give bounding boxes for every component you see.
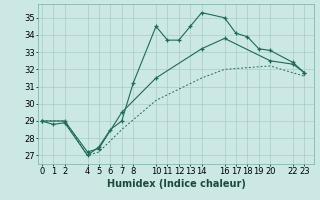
X-axis label: Humidex (Indice chaleur): Humidex (Indice chaleur) [107,179,245,189]
